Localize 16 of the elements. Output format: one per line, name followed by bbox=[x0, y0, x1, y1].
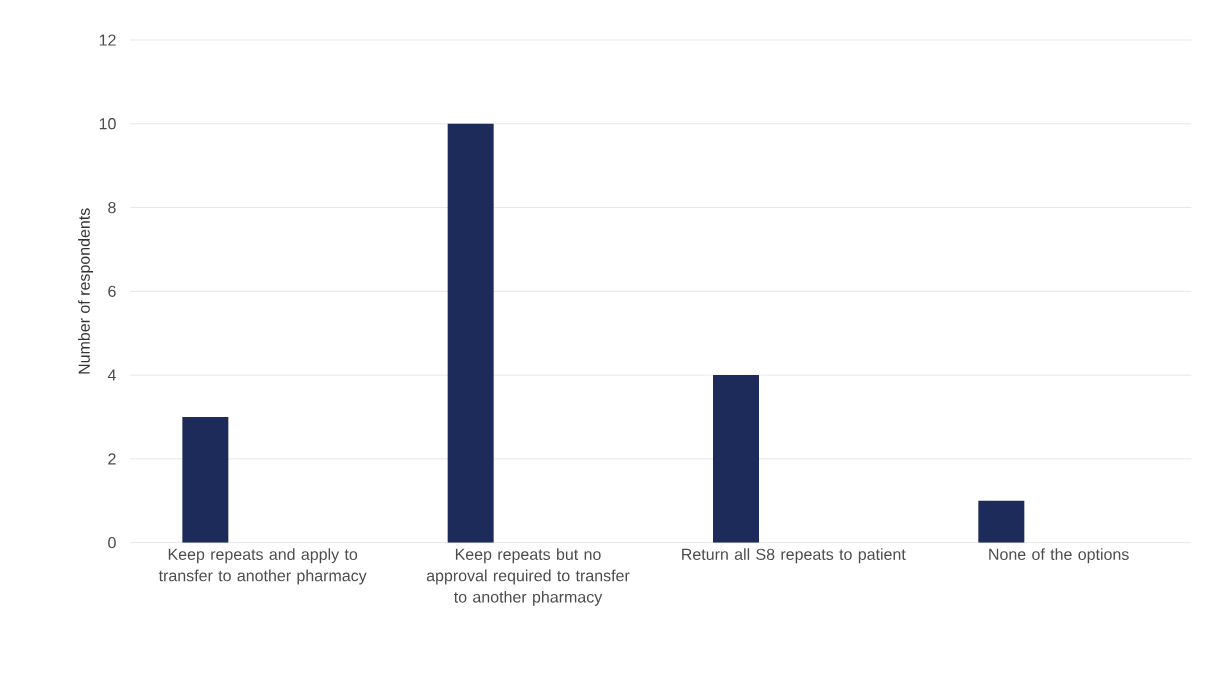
bar bbox=[978, 500, 1025, 543]
bar bbox=[182, 416, 229, 543]
x-tick-label: Return all S8 repeats to patient bbox=[682, 548, 906, 564]
x-tick-label: Keep repeats but no approval required to transfer to another pharmacy bbox=[426, 548, 630, 606]
bar bbox=[447, 123, 494, 543]
y-tick-label: 12 bbox=[99, 34, 116, 46]
bar bbox=[713, 375, 759, 543]
y-tick-label: 6 bbox=[108, 285, 116, 297]
y-tick-label: 10 bbox=[99, 118, 116, 130]
y-axis-title: Number of respondents bbox=[78, 208, 94, 374]
y-tick-label: 2 bbox=[108, 453, 116, 465]
y-tick-label: 4 bbox=[107, 369, 116, 381]
y-tick-label: 8 bbox=[108, 201, 116, 214]
x-tick-label: None of the options bbox=[989, 548, 1129, 564]
x-tick-label: Keep repeats and apply to transfer to another pharmacy bbox=[158, 548, 367, 585]
y-tick-label: 0 bbox=[108, 536, 116, 549]
